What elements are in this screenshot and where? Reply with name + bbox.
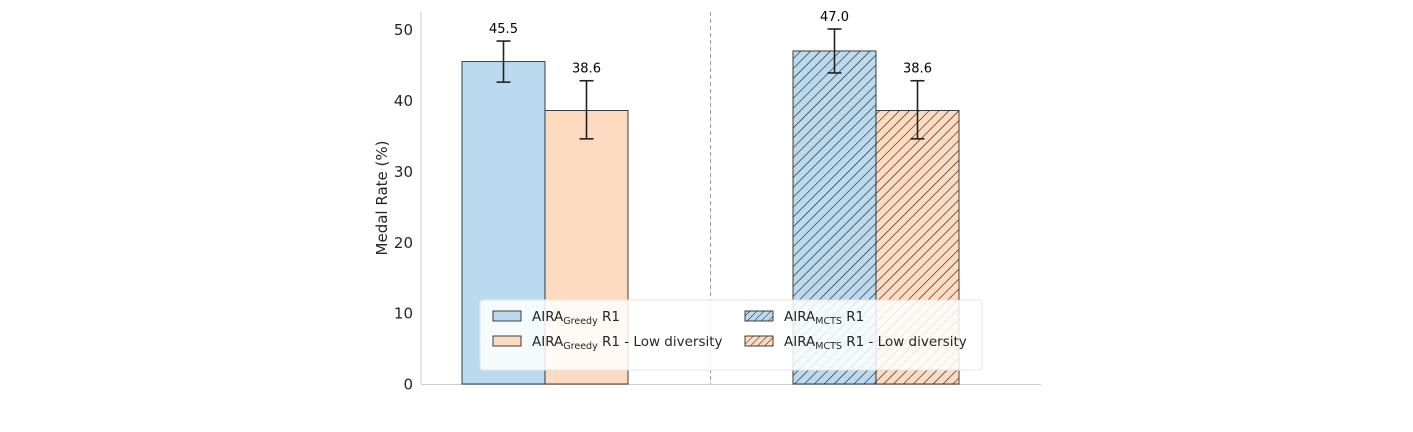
legend-swatch-hatch: [745, 311, 773, 321]
legend-entry-label: AIRAMCTS R1: [784, 309, 864, 327]
bar-value-label: 38.6: [572, 62, 601, 77]
legend-box: [479, 299, 983, 371]
y-tick-label: 20: [394, 234, 413, 252]
legend-swatch-outline: [492, 335, 522, 347]
legend-swatch-outline: [492, 310, 522, 322]
y-tick-label: 40: [394, 92, 413, 110]
legend-swatch-hatch: [745, 336, 773, 346]
legend-entry-label: AIRAMCTS R1 - Low diversity: [784, 334, 967, 352]
legend-swatch: [493, 311, 521, 321]
y-tick-label: 50: [394, 21, 413, 39]
legend-entry-label: AIRAGreedy R1 - Low diversity: [532, 334, 723, 352]
error-bar-group: [496, 28, 925, 140]
legend-swatch: [493, 336, 521, 346]
y-tick-label: 30: [394, 163, 413, 181]
legend-swatch-outline: [744, 335, 774, 347]
legend-swatch-outline: [744, 310, 774, 322]
y-tick-label: 0: [403, 376, 413, 394]
bar-value-label: 47.0: [820, 10, 849, 25]
bar-value-label: 45.5: [489, 22, 518, 37]
y-axis-label: Medal Rate (%): [373, 141, 391, 256]
bar-value-label: 38.6: [903, 62, 932, 77]
legend: AIRAGreedy R1 AIRAGreedy R1 - Low diversi…: [479, 299, 983, 371]
bar-value-labels: 45.5 38.6 47.0 38.6: [489, 10, 932, 77]
y-tick-label: 10: [394, 305, 413, 323]
legend-entry-label: AIRAGreedy R1: [532, 309, 620, 327]
